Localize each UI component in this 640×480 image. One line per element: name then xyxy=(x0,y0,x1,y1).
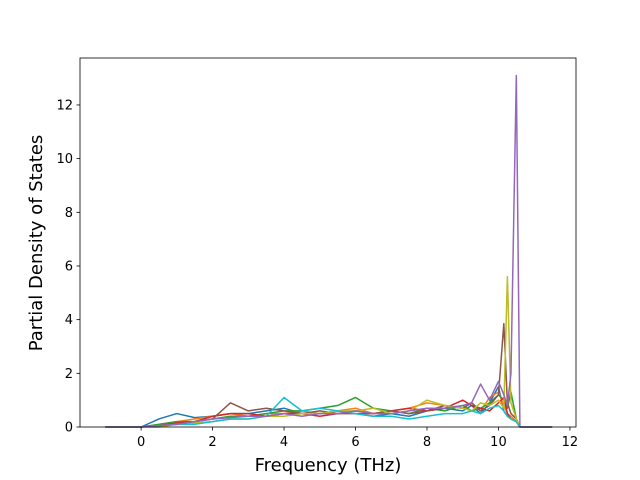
x-tick-label: 6 xyxy=(351,435,359,450)
x-tick-label: 8 xyxy=(423,435,431,450)
y-tick-label: 4 xyxy=(65,313,73,328)
x-tick-label: 0 xyxy=(137,435,145,450)
x-tick-label: 10 xyxy=(490,435,507,450)
series-line xyxy=(105,396,553,428)
series-line xyxy=(105,74,553,428)
y-tick-label: 0 xyxy=(65,421,73,436)
y-tick-label: 6 xyxy=(65,259,73,274)
x-axis-label: Frequency (THz) xyxy=(255,455,402,476)
x-tick-label: 2 xyxy=(208,435,216,450)
y-tick-label: 2 xyxy=(65,367,73,382)
y-tick-label: 10 xyxy=(56,152,73,167)
x-tick-label: 4 xyxy=(280,435,288,450)
y-axis-label: Partial Density of States xyxy=(26,135,47,352)
x-tick-label: 12 xyxy=(562,435,579,450)
y-tick-label: 12 xyxy=(56,98,73,113)
series-line xyxy=(105,275,553,428)
plot-frame xyxy=(79,57,577,428)
y-tick-label: 8 xyxy=(65,206,73,221)
